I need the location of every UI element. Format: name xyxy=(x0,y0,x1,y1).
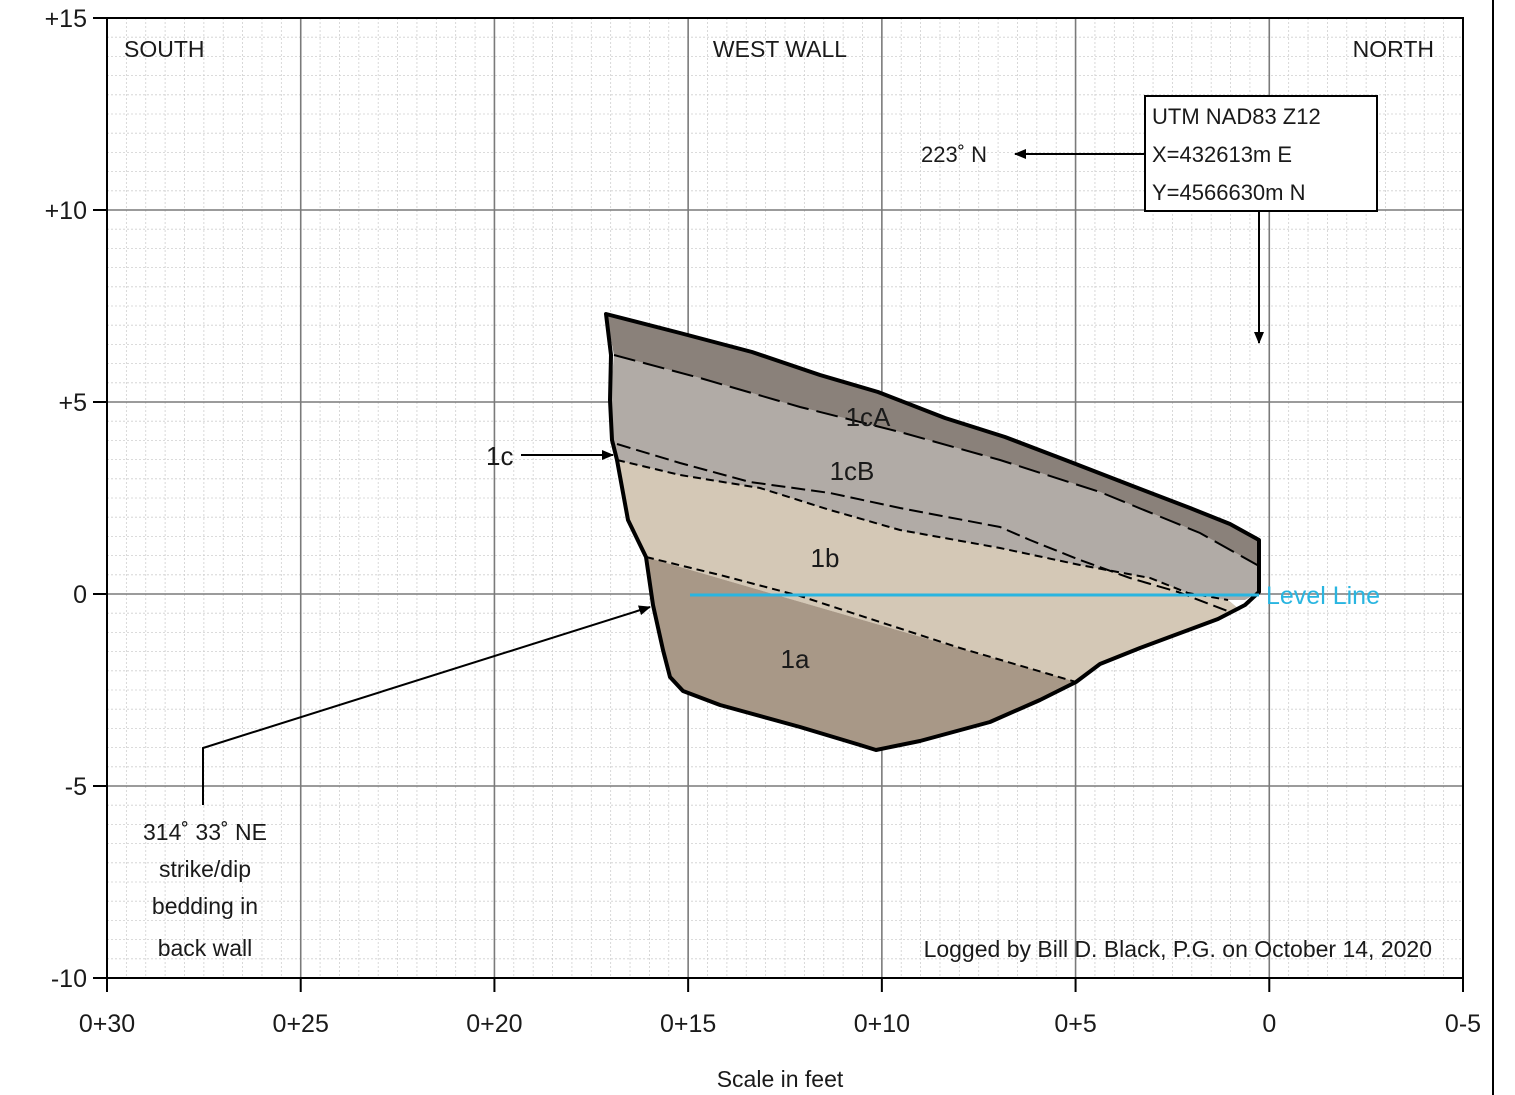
label-west-wall: WEST WALL xyxy=(713,36,847,62)
unit-1cA-fill xyxy=(606,314,1259,566)
location-box: UTM NAD83 Z12 X=432613m E Y=4566630m N xyxy=(1144,95,1378,212)
internal-contacts xyxy=(613,354,1260,683)
unit-1a-block xyxy=(646,557,1076,750)
location-line-3: Y=4566630m N xyxy=(1152,180,1306,205)
contact-1cA-1cB xyxy=(613,354,1260,567)
unit-label-1c: 1c xyxy=(486,441,513,471)
location-line-2: X=432613m E xyxy=(1152,142,1292,167)
unit-label-1a: 1a xyxy=(781,644,810,674)
x-tick-label: 0-5 xyxy=(1445,1010,1481,1038)
y-tick-label: -5 xyxy=(65,773,87,801)
x-tick-label: 0+10 xyxy=(854,1010,910,1038)
strike-dip-leader xyxy=(202,605,651,805)
strike-dip-note: 314˚ 33˚ NE strike/dip bedding in back w… xyxy=(143,819,267,961)
x-tick-label: 0+25 xyxy=(273,1010,329,1038)
x-tick-label: 0+15 xyxy=(660,1010,716,1038)
unit-label-1b: 1b xyxy=(811,543,840,573)
y-tick-label: 0 xyxy=(73,581,87,609)
x-tick-label: 0+30 xyxy=(79,1010,135,1038)
x-tick-label: 0 xyxy=(1262,1010,1276,1038)
x-axis: 0+30 0+25 0+20 0+15 0+10 0+5 0 0-5 xyxy=(79,978,1481,1038)
strike-dip-line-1: 314˚ 33˚ NE xyxy=(143,819,267,845)
x-tick-label: 0+5 xyxy=(1054,1010,1096,1038)
y-tick-label: +10 xyxy=(45,197,87,225)
unit-1cB-fill xyxy=(610,355,1259,600)
credit-line: Logged by Bill D. Black, P.G. on October… xyxy=(924,936,1432,962)
strike-dip-line-3: bedding in xyxy=(152,893,258,919)
strike-dip-line-4: back wall xyxy=(158,935,253,961)
label-north: NORTH xyxy=(1353,36,1434,62)
y-tick-label: +5 xyxy=(58,389,87,417)
x-axis-title: Scale in feet xyxy=(717,1066,844,1092)
stratigraphic-units xyxy=(606,314,1259,750)
unit-label-1cB: 1cB xyxy=(830,456,875,486)
trench-outline xyxy=(604,312,1261,752)
unit-label-1cA: 1cA xyxy=(846,402,891,432)
y-tick-label: +15 xyxy=(45,5,87,33)
contact-1cB-upper xyxy=(616,443,1231,613)
y-tick-label: -10 xyxy=(51,965,87,993)
location-line-1: UTM NAD83 Z12 xyxy=(1152,104,1321,129)
bearing-label: 223˚ N xyxy=(921,142,987,167)
contact-1a-1b xyxy=(645,556,1077,683)
x-tick-label: 0+20 xyxy=(466,1010,522,1038)
strike-dip-line-2: strike/dip xyxy=(159,856,251,882)
level-line-label: Level Line xyxy=(1266,582,1380,610)
unit-1b-fill xyxy=(617,460,1240,682)
y-axis: +15 +10 +5 0 -5 -10 xyxy=(45,5,107,993)
contact-1b-1cB xyxy=(616,459,1229,601)
label-south: SOUTH xyxy=(124,36,205,62)
plot-frame xyxy=(106,17,1464,979)
